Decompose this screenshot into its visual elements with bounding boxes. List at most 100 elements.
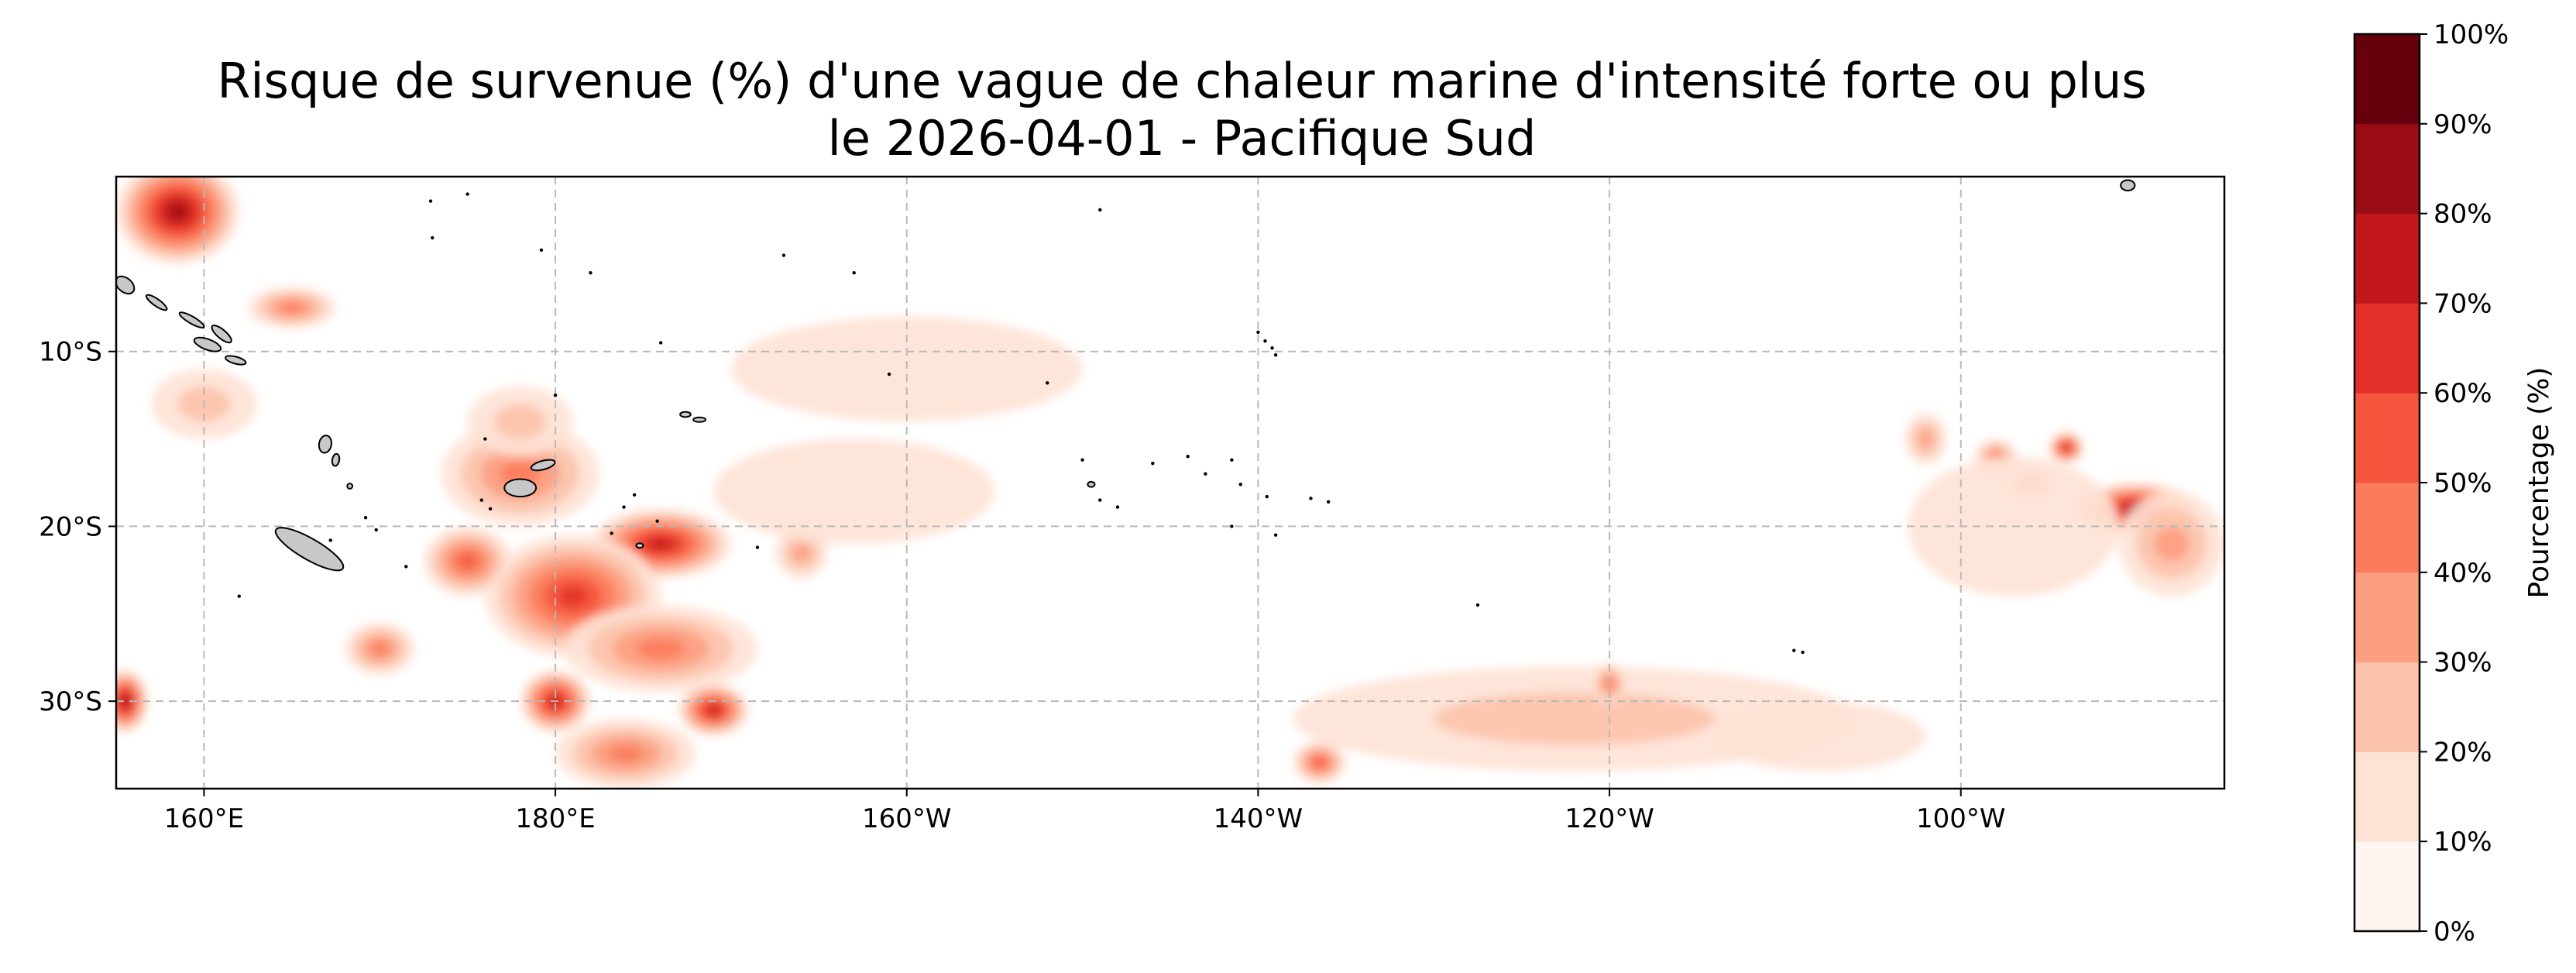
atoll <box>1151 461 1155 466</box>
colorbar-tick-label: 20% <box>2433 737 2492 768</box>
risk-patch-14-level-3 <box>792 544 810 562</box>
colorbar-segment-10-20 <box>2354 751 2420 842</box>
map-background <box>116 177 2224 789</box>
atoll <box>1270 346 1274 350</box>
map-frame <box>115 175 2226 790</box>
atoll <box>539 248 544 252</box>
atoll <box>658 341 663 345</box>
risk-patch-11-level-8 <box>122 697 129 706</box>
atoll <box>632 493 637 497</box>
atoll <box>328 538 332 542</box>
atoll <box>1186 454 1190 459</box>
atoll <box>1046 381 1049 385</box>
atoll <box>1792 648 1796 652</box>
atoll <box>1230 458 1234 462</box>
risk-patch-0-level-8 <box>170 205 186 218</box>
longitude-ticks: 160°E 180°E 160°W 140°W 120°W 100°W <box>164 789 2006 834</box>
atoll <box>1273 353 1278 357</box>
risk-patch-18-level-7 <box>2063 445 2069 450</box>
atoll <box>483 437 487 441</box>
colorbar-segment-60-70 <box>2354 303 2420 394</box>
lat-tick-label: 10°S <box>39 337 102 368</box>
colorbar-tick-label: 100% <box>2433 19 2509 50</box>
colorbar-tick-label: 90% <box>2433 109 2492 140</box>
risk-patch-17-level-3 <box>2154 526 2190 562</box>
colorbar-ticks: 0% 10% 20% 30% 40% 50% 60% 70% 80% 90% 100% <box>2420 19 2509 947</box>
island-new-caledonia <box>274 527 345 572</box>
gridlines <box>116 177 2224 789</box>
island-fiji-vanua-levu <box>530 459 556 472</box>
atoll <box>428 199 433 203</box>
risk-patch-6-level-4 <box>636 638 685 660</box>
colorbar-segment-90-100 <box>2354 34 2420 125</box>
atoll <box>1801 650 1805 655</box>
atoll <box>1098 498 1102 502</box>
atoll <box>755 545 760 549</box>
atoll <box>781 253 786 257</box>
risk-patch-12-level-4 <box>370 641 389 655</box>
colorbar-segment-70-80 <box>2354 213 2420 304</box>
atoll <box>363 515 368 520</box>
lat-tick-label: 30°S <box>39 686 102 717</box>
colorbar-tick-label: 60% <box>2433 378 2492 409</box>
lat-tick-label: 20°S <box>39 511 102 542</box>
atoll <box>1098 208 1102 212</box>
colorbar-tick-label: 50% <box>2433 468 2492 499</box>
risk-patch-7-level-5 <box>459 554 477 569</box>
island-solomon-guadalcanal <box>193 336 222 352</box>
risk-patch-4-level-7 <box>651 538 671 549</box>
island-vanuatu-espiritu-santo <box>318 435 332 454</box>
atoll <box>479 498 484 502</box>
map-title-line-2: le 2026-04-01 - Pacifique Sud <box>828 110 1537 167</box>
atoll <box>374 528 378 532</box>
risk-patch-13-level-2 <box>493 404 547 439</box>
atoll <box>1265 494 1269 499</box>
colorbar-segment-20-30 <box>2354 662 2420 752</box>
lon-tick-label: 180°E <box>515 803 595 834</box>
lon-tick-label: 120°W <box>1564 803 1654 834</box>
risk-patch-10-level-4 <box>608 744 644 763</box>
colorbar-tick-label: 70% <box>2433 288 2492 319</box>
atoll <box>1256 330 1260 335</box>
lon-tick-label: 160°E <box>164 803 244 834</box>
risk-patch-22-level-3 <box>1918 430 1933 448</box>
map-title-line-1: Risque de survenue (%) d'une vague de ch… <box>217 53 2146 109</box>
map-panel: 160°E 180°E 160°W 140°W 120°W 100°W 10°S 20°S 3… <box>39 175 2226 834</box>
colorbar-tick-label: 40% <box>2433 558 2492 589</box>
island-tonga-tongatapu <box>635 542 644 549</box>
colorbar-segment-40-50 <box>2354 483 2420 573</box>
latitude-ticks: 10°S 20°S 30°S <box>39 337 116 717</box>
atoll <box>610 531 613 535</box>
atoll <box>589 270 592 275</box>
colorbar-tick-label: 10% <box>2433 827 2492 858</box>
island-tahiti <box>1087 480 1096 488</box>
risk-patch-9-level-7 <box>708 706 719 714</box>
lon-tick-label: 160°W <box>862 803 952 834</box>
island-solomon-isabel <box>178 311 205 328</box>
atoll <box>488 507 493 511</box>
colorbar: 0% 10% 20% 30% 40% 50% 60% 70% 80% 90% 100% Pource… <box>2353 19 2555 947</box>
atoll <box>1326 500 1331 504</box>
risk-patch-5-level-6 <box>558 586 588 607</box>
atoll <box>1204 472 1207 476</box>
risk-patch-23-level-2 <box>1434 692 1716 745</box>
atoll <box>1309 497 1313 500</box>
colorbar-segment-0-10 <box>2354 841 2420 932</box>
risk-patch-27-level-1 <box>713 438 995 544</box>
colorbar-tick-label: 0% <box>2433 916 2475 947</box>
atoll <box>1115 505 1120 509</box>
atoll <box>1475 603 1480 607</box>
island-samoa-savaii <box>679 411 692 418</box>
island-vanuatu-malakula <box>331 452 341 467</box>
atoll <box>237 594 241 598</box>
colorbar-tick-label: 80% <box>2433 199 2492 230</box>
lon-tick-label: 140°W <box>1214 803 1303 834</box>
colorbar-segment-30-40 <box>2354 572 2420 663</box>
atoll <box>1263 339 1267 343</box>
lon-tick-label: 100°W <box>1916 803 2006 834</box>
atoll <box>1080 458 1084 462</box>
land-layer <box>116 179 2136 655</box>
atoll <box>553 393 558 397</box>
atoll <box>1273 533 1278 537</box>
